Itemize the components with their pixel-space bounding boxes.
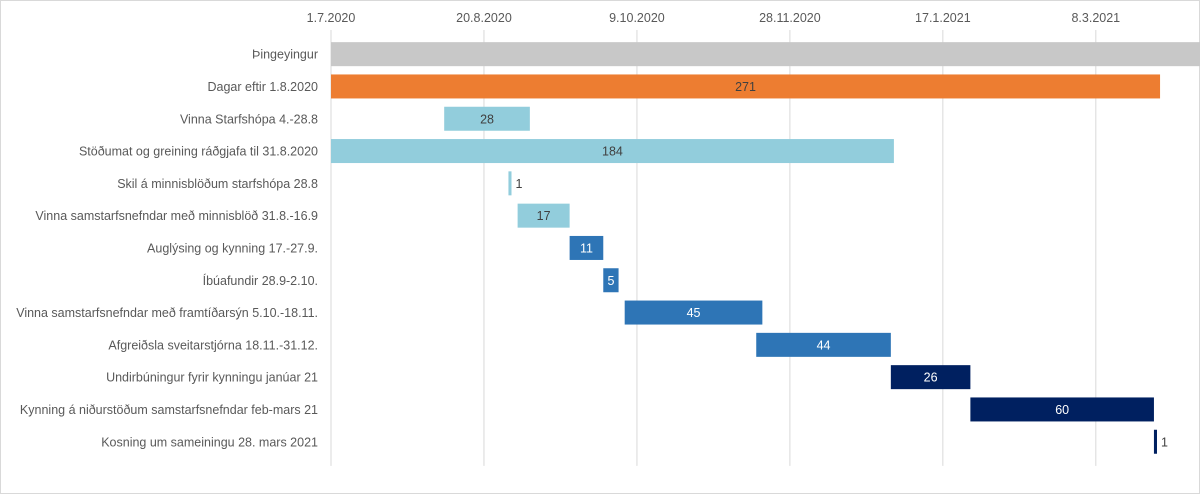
bar: [508, 171, 512, 196]
category-label: Dagar eftir 1.8.2020: [208, 80, 319, 94]
grid-lines: [330, 30, 1097, 466]
x-tick-label: 8.3.2021: [1071, 11, 1120, 25]
category-labels: Þingeyingur Dagar eftir 1.8.2020 Vinna Sta…: [16, 48, 318, 450]
bar-value-label: 184: [602, 145, 623, 159]
bar: [331, 139, 894, 164]
category-label: Kynning á niðurstöðum samstarfsnefndar f…: [20, 403, 318, 417]
bar-value-label: 45: [687, 306, 701, 320]
bar: [624, 300, 763, 325]
category-label: Auglýsing og kynning 17.-27.9.: [147, 241, 318, 255]
bar: [517, 203, 570, 228]
bar: [1153, 429, 1157, 454]
bar: [603, 268, 619, 293]
category-label: Íbúafundir 28.9-2.10.: [203, 273, 318, 288]
category-label: Kosning um sameiningu 28. mars 2021: [101, 435, 318, 449]
bar: [331, 42, 1200, 67]
x-tick-label: 17.1.2021: [915, 11, 971, 25]
bars: 64827128184117115454426601: [331, 42, 1200, 454]
bar-value-label: 60: [1055, 403, 1069, 417]
x-tick-label: 1.7.2020: [307, 11, 356, 25]
bar-value-label: 11: [580, 241, 593, 255]
bar-value-label: 17: [537, 209, 551, 223]
bar: [331, 74, 1161, 99]
bar: [444, 106, 530, 131]
category-label: Þingeyingur: [252, 48, 318, 62]
category-label: Skil á minnisblöðum starfshópa 28.8: [117, 177, 318, 191]
category-label: Undirbúningur fyrir kynningu janúar 21: [106, 371, 318, 385]
x-tick-label: 28.11.2020: [759, 11, 821, 25]
bar: [569, 235, 604, 260]
x-tick-label: 20.8.2020: [456, 11, 512, 25]
category-label: Vinna Starfshópa 4.-28.8: [180, 112, 318, 126]
x-tick-label: 9.10.2020: [609, 11, 665, 25]
bar-value-label: 1: [515, 177, 522, 191]
bar-value-label: 271: [735, 80, 756, 94]
bar: [756, 332, 891, 357]
bar-value-label: 44: [817, 338, 831, 352]
bar: [890, 365, 971, 390]
bar-value-label: 28: [480, 112, 494, 126]
x-axis-tick-labels: 1.7.2020 20.8.2020 9.10.2020 28.11.2020 17.1…: [307, 11, 1121, 25]
category-label: Vinna samstarfsnefndar með minnisblöð 31…: [35, 209, 318, 223]
category-label: Afgreiðsla sveitarstjórna 18.11.-31.12.: [108, 338, 318, 352]
bar-value-label: 26: [924, 371, 938, 385]
bar-value-label: 5: [607, 274, 614, 288]
category-label: Stöðumat og greining ráðgjafa til 31.8.2…: [79, 145, 318, 159]
bar-value-label: 1: [1161, 435, 1168, 449]
bar: [970, 397, 1154, 422]
category-label: Vinna samstarfsnefndar með framtíðarsýn …: [16, 306, 318, 320]
